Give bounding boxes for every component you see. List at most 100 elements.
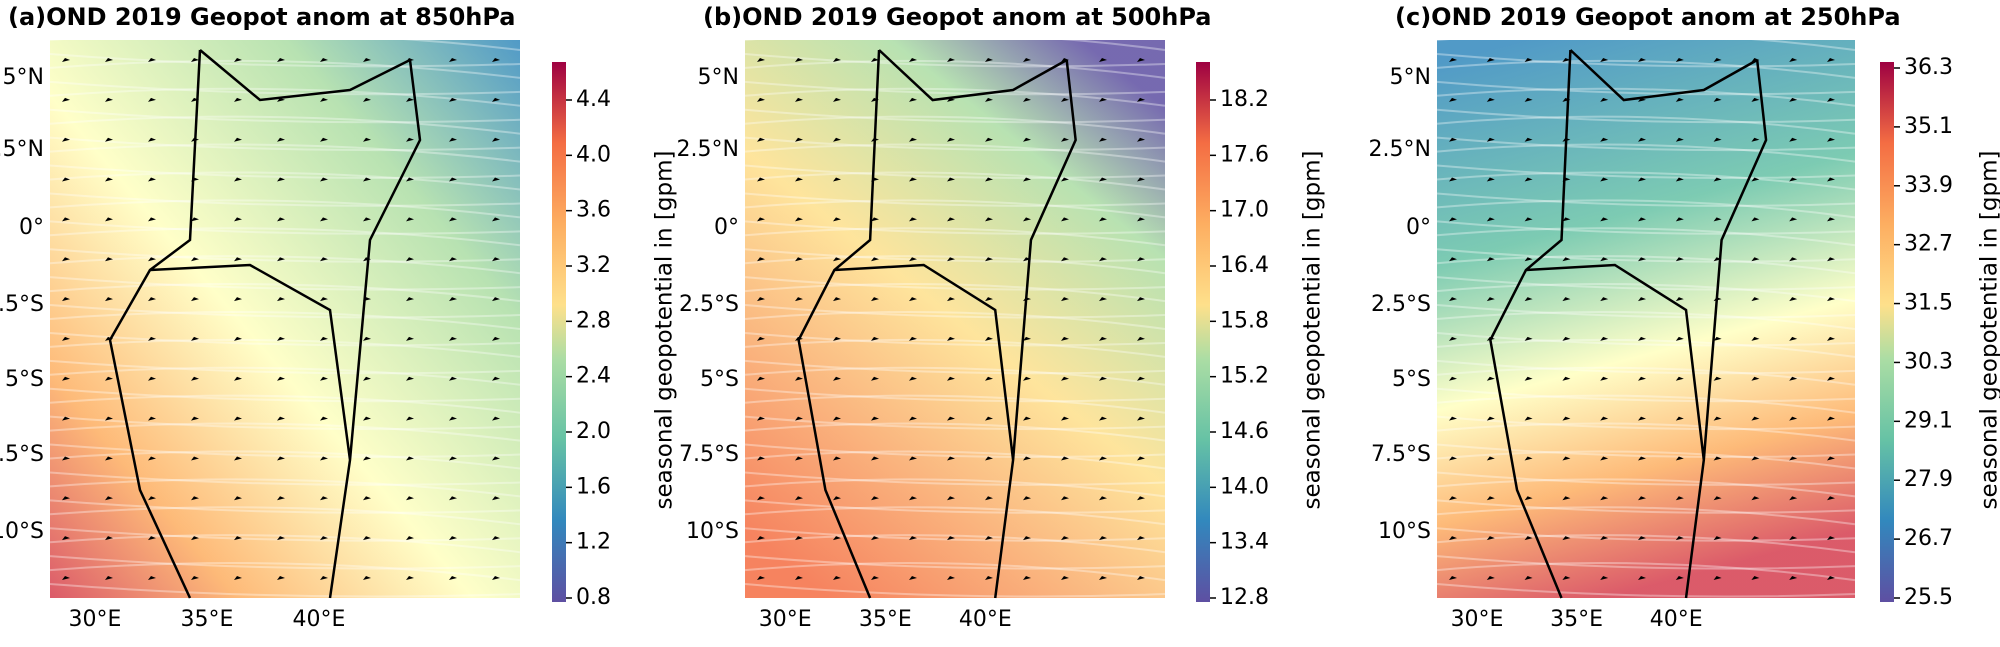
wind-vector — [1751, 177, 1760, 182]
colorbar-tick-label: 17.0 — [1220, 198, 1269, 223]
wind-vector — [1023, 137, 1031, 142]
wind-vector — [1137, 58, 1145, 62]
wind-vector — [1600, 97, 1609, 102]
wind-vector — [320, 58, 328, 62]
wind-vector — [234, 496, 242, 501]
wind-vector — [1600, 297, 1609, 302]
wind-vector — [1751, 376, 1760, 381]
wind-vector — [833, 257, 841, 262]
wind-vector — [363, 177, 371, 182]
wind-vector — [62, 576, 70, 580]
wind-vector — [1524, 177, 1533, 182]
colorbar-tick-label: 3.6 — [576, 198, 611, 223]
wind-vector — [62, 257, 70, 262]
wind-vector — [757, 416, 765, 421]
wind-vector — [449, 217, 457, 222]
wind-vector — [985, 297, 993, 302]
wind-vector — [757, 97, 765, 102]
wind-vector — [1562, 97, 1571, 102]
wind-vector — [1137, 536, 1145, 541]
wind-vector — [1638, 416, 1646, 421]
contour-line — [1436, 366, 1856, 386]
contour-field — [1437, 40, 1855, 598]
wind-vector — [1600, 177, 1609, 182]
wind-vector — [1524, 97, 1533, 102]
wind-vector — [1827, 177, 1835, 182]
wind-vector — [1524, 376, 1533, 381]
wind-vector — [1638, 496, 1646, 501]
wind-vector — [909, 217, 917, 222]
colorbar-tick-label: 2.4 — [576, 364, 611, 389]
lat-label: 0° — [19, 215, 44, 240]
wind-vector — [105, 496, 113, 501]
wind-vector — [320, 177, 328, 182]
wind-vector — [320, 97, 328, 102]
wind-vector — [105, 416, 113, 421]
wind-vector — [191, 576, 199, 580]
wind-vector — [909, 456, 917, 461]
wind-vector — [1713, 376, 1722, 381]
contour-line — [1436, 220, 1856, 235]
border — [108, 49, 422, 599]
wind-vector — [795, 456, 803, 461]
wind-vector — [909, 137, 917, 142]
wind-vector — [1099, 496, 1107, 501]
wind-vector — [277, 336, 285, 341]
wind-vector — [1562, 58, 1571, 62]
wind-vector — [320, 257, 328, 262]
lon-label: 40°E — [293, 607, 346, 632]
contour-line — [744, 415, 1166, 431]
wind-vector — [1675, 58, 1684, 62]
wind-vector — [833, 456, 841, 461]
wind-vector — [985, 496, 993, 501]
wind-vector — [1751, 456, 1760, 461]
wind-vector — [191, 257, 199, 262]
wind-vector — [363, 58, 371, 62]
contour-line — [1436, 164, 1856, 179]
panel-title: (a)OND 2019 Geopot anom at 850hPa — [8, 3, 516, 31]
contour-line — [49, 471, 521, 486]
lon-label: 30°E — [1451, 607, 1504, 632]
contour-line — [1436, 87, 1856, 107]
wind-vector — [947, 416, 955, 421]
wind-vector — [320, 217, 328, 222]
wind-vector — [1486, 177, 1495, 182]
wind-vector — [1099, 58, 1107, 62]
wind-vector — [1449, 177, 1457, 182]
wind-vector — [1751, 336, 1760, 341]
contour-line — [1436, 450, 1856, 470]
wind-vector — [757, 456, 765, 461]
wind-vector — [1099, 137, 1107, 142]
wind-vector — [320, 137, 328, 142]
wind-vector — [320, 496, 328, 501]
wind-vector — [1789, 376, 1798, 381]
contour-line — [1436, 80, 1856, 96]
wind-vector — [1486, 456, 1495, 461]
wind-vector — [947, 576, 955, 580]
wind-vector — [985, 456, 993, 461]
colorbar-tick-label: 0.8 — [576, 585, 611, 610]
wind-vector — [909, 576, 917, 580]
wind-vector — [1486, 576, 1495, 580]
wind-vector — [1524, 416, 1533, 421]
wind-vector — [148, 97, 156, 102]
wind-vector — [1675, 257, 1684, 262]
wind-vector — [406, 97, 414, 102]
wind-vector — [234, 97, 242, 102]
wind-vector — [449, 536, 457, 541]
wind-vector — [1061, 496, 1069, 501]
wind-vector — [277, 58, 285, 62]
wind-vector — [105, 97, 113, 102]
wind-vector — [985, 217, 993, 222]
lat-label: 2.5°N — [1369, 137, 1431, 162]
colorbar-tick-label: 4.0 — [576, 142, 611, 167]
wind-vector — [1449, 336, 1457, 341]
wind-vector — [985, 336, 993, 341]
contour-line — [49, 80, 521, 96]
wind-vector — [62, 456, 70, 461]
wind-vector — [148, 177, 156, 182]
wind-vector — [1023, 496, 1031, 501]
contour-line — [49, 394, 521, 414]
colorbar-tick-label: 14.6 — [1220, 419, 1269, 444]
contour-line — [49, 59, 521, 79]
